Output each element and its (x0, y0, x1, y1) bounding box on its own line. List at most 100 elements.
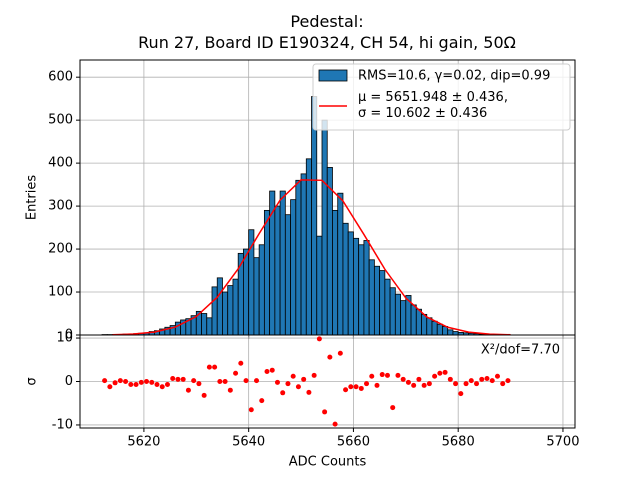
bar (295, 179, 302, 336)
y-tick-label: -10 (52, 417, 73, 432)
bar (284, 214, 291, 336)
bar (410, 304, 417, 336)
bar (394, 293, 401, 336)
residual-point (170, 375, 176, 381)
bar (353, 237, 360, 336)
bar (363, 240, 370, 336)
bar (201, 313, 208, 336)
legend-box (312, 63, 571, 131)
bar (227, 285, 234, 336)
residual-point (405, 379, 411, 385)
residual-point (332, 421, 338, 427)
y-axis-label: Entries (25, 175, 40, 221)
residual-point (411, 382, 417, 388)
residual-point (117, 378, 123, 384)
residual-point (489, 378, 495, 384)
y-tick-label: 200 (48, 242, 73, 257)
residual-point (269, 367, 275, 373)
residual-point (400, 376, 406, 382)
y-tick-label: 10 (56, 331, 73, 346)
residual-point (138, 379, 144, 385)
residual-point (442, 369, 448, 375)
bar (258, 244, 265, 336)
residual-point (453, 381, 459, 387)
residual-point (379, 372, 385, 378)
residual-point (384, 372, 390, 378)
residual-point (254, 378, 260, 384)
residual-point (243, 378, 249, 384)
residual-point (416, 376, 422, 382)
residual-point (369, 373, 375, 379)
residual-point (437, 370, 443, 376)
residual-point (364, 381, 370, 387)
legend-label: μ = 5651.948 ± 0.436, σ = 10.602 ± 0.436 (358, 90, 508, 121)
residual-point (474, 381, 480, 387)
bar (243, 248, 250, 336)
bar (337, 192, 344, 336)
residual-point (311, 372, 317, 378)
residual-point (144, 379, 150, 384)
residual-point (123, 379, 129, 384)
residual-point (353, 384, 359, 390)
residual-point (322, 409, 328, 415)
residual-point (259, 398, 265, 404)
bar (358, 244, 365, 336)
residual-point (458, 391, 464, 397)
axes-frame (79, 334, 576, 429)
residual-point (395, 372, 401, 378)
y-tick-label: 300 (48, 199, 73, 214)
y-tick-label: 0 (65, 328, 73, 343)
residual-point (191, 378, 197, 384)
x-axis-label: ADC Counts (289, 455, 367, 470)
residual-point (374, 382, 380, 388)
residual-point (154, 382, 160, 388)
residual-point (206, 364, 212, 370)
residual-point (316, 336, 322, 342)
residual-point (164, 382, 170, 388)
bar (379, 270, 386, 336)
bar (431, 320, 438, 336)
residual-point (201, 392, 207, 398)
bar (305, 158, 312, 336)
bar (263, 209, 271, 336)
bar (384, 278, 391, 336)
y-axis-label: σ (25, 377, 40, 385)
residual-point (484, 375, 490, 381)
annotation: X²/dof=7.70 (481, 343, 560, 358)
residual-point (348, 384, 354, 390)
residual-point (327, 354, 333, 360)
residual-point (222, 379, 228, 384)
residual-point (159, 384, 165, 390)
bar (421, 313, 428, 336)
bar (368, 259, 375, 336)
bar (222, 291, 229, 336)
y-tick-label: 400 (48, 156, 73, 171)
residual-point (185, 387, 191, 393)
bar (415, 308, 422, 336)
residual-point (421, 382, 427, 388)
bar (290, 199, 297, 336)
legend-label: RMS=10.6, γ=0.02, dip=0.99 (358, 69, 550, 84)
bar (279, 190, 286, 336)
residual-point (468, 378, 474, 384)
bar (426, 317, 433, 336)
bar (373, 265, 381, 336)
chart-title: Pedestal: Run 27, Board ID E190324, CH 5… (138, 12, 516, 52)
residual-point (343, 387, 349, 393)
x-tick-label: 5640 (232, 435, 265, 450)
bar (332, 209, 339, 336)
residual-point (301, 376, 307, 382)
residual-point (102, 378, 108, 384)
bar (347, 231, 354, 336)
residual-point (248, 407, 254, 413)
residual-point (227, 387, 233, 393)
residual-point (505, 378, 511, 384)
legend: RMS=10.6, γ=0.02, dip=0.99 (312, 63, 571, 131)
x-tick-label: 5620 (127, 435, 160, 450)
bar (274, 205, 281, 336)
x-tick-label: 5700 (546, 435, 579, 450)
residual-point (463, 381, 469, 387)
x-tick-label: 5660 (337, 435, 370, 450)
residual-point (280, 390, 286, 396)
